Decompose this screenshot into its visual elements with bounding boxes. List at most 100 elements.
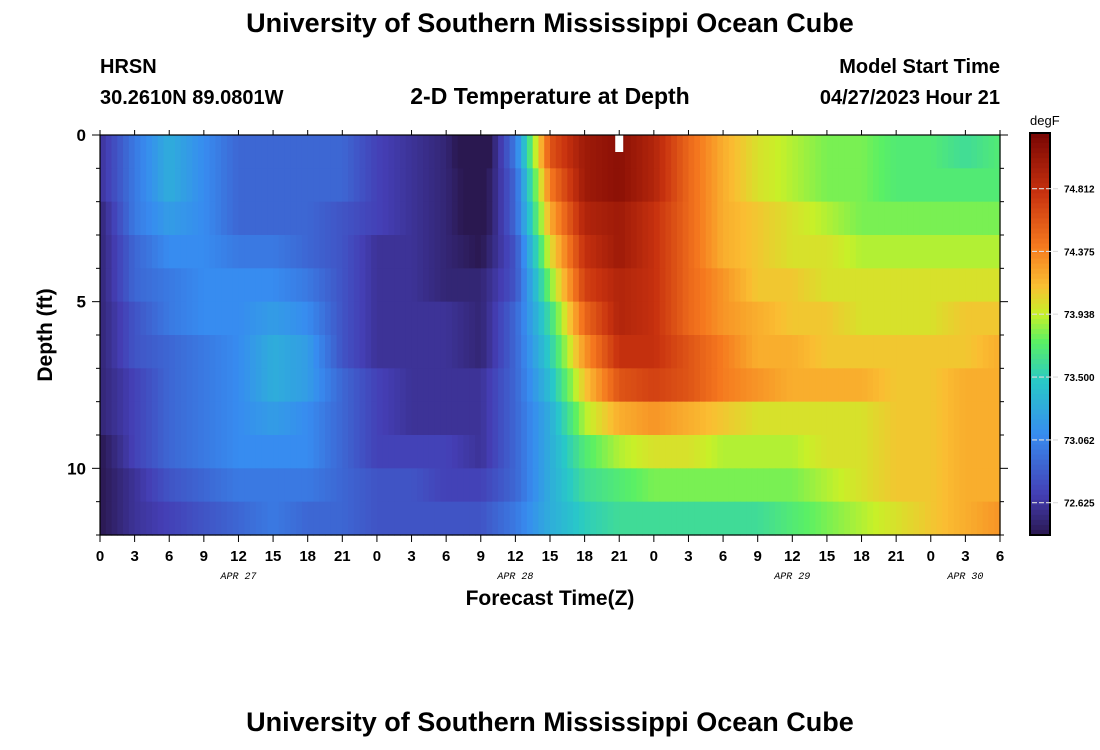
heatmap-cell [186,501,193,536]
heatmap-cell [913,368,920,403]
heatmap-cell [238,335,245,369]
heatmap-cell [521,435,528,469]
heatmap-cell [359,301,366,336]
heatmap-cell [226,201,234,236]
heatmap-cell [475,501,482,536]
heatmap-cell [255,401,263,436]
heatmap-cell [613,201,620,236]
heatmap-cell [850,401,857,436]
colorbar-segment [1030,183,1050,189]
heatmap-cell [665,435,672,469]
heatmap-cell [584,501,591,536]
colorbar-segment [1030,339,1050,345]
colorbar-segment [1030,359,1050,365]
heatmap-cell [653,201,661,236]
heatmap-cell [723,301,730,336]
heatmap-cell [630,468,638,503]
heatmap-cell [665,401,672,436]
heatmap-cell [342,135,349,169]
heatmap-cell [134,368,141,403]
heatmap-cell [688,301,695,336]
heatmap-cell [100,335,107,369]
heatmap-cell [705,401,713,436]
heatmap-cell [151,301,159,336]
heatmap-cell [636,301,643,336]
heatmap-cell [521,368,528,403]
heatmap-cell [803,368,811,403]
heatmap-cell [226,135,234,169]
heatmap-cell [250,368,257,403]
heatmap-cell [803,135,811,169]
heatmap-cell [728,135,736,169]
heatmap-cell [238,401,245,436]
heatmap-cell [971,335,978,369]
heatmap-cell [855,335,863,369]
heatmap-cell [792,235,799,269]
colorbar-segment [1030,419,1050,426]
heatmap-cell [596,201,603,236]
heatmap-cell [186,201,193,236]
heatmap-cell [169,368,176,403]
heatmap-cell [982,468,990,503]
heatmap-cell [630,135,638,169]
heatmap-cell [578,135,586,169]
heatmap-cell [492,168,499,203]
heatmap-cell [203,168,211,203]
heatmap-cell [636,135,643,169]
heatmap-cell [376,301,384,336]
colorbar-segment [1030,278,1050,285]
heatmap-cell [348,368,355,403]
heatmap-cell [746,401,753,436]
heatmap-cell [348,268,355,303]
heatmap-cell [290,235,297,269]
heatmap-cell [723,168,730,203]
heatmap-cell [832,468,840,503]
heatmap-cell [705,501,713,536]
heatmap-cell [434,401,441,436]
heatmap-cell [913,401,920,436]
heatmap-cell [434,201,441,236]
heatmap-cell [809,235,816,269]
heatmap-cell [313,335,320,369]
heatmap-cell [411,468,418,503]
heatmap-cell [365,168,372,203]
heatmap-cell [959,201,966,236]
heatmap-cell [313,368,320,403]
heatmap-cell [682,401,690,436]
heatmap-cell [988,135,995,169]
colorbar-segment [1030,223,1050,230]
heatmap-cell [700,268,707,303]
heatmap-cell [925,435,932,469]
heatmap-cell [371,135,378,169]
heatmap-cell [250,201,257,236]
heatmap-cell [930,168,938,203]
heatmap-cell [700,301,707,336]
heatmap-cell [567,301,574,336]
heatmap-cell [555,468,563,503]
heatmap-cell [146,201,153,236]
heatmap-cell [717,368,724,403]
heatmap-cell [417,435,424,469]
heatmap-cell [659,301,666,336]
heatmap-cell [146,501,153,536]
heatmap-cell [411,168,418,203]
heatmap-cell [151,368,159,403]
heatmap-cell [619,435,626,469]
heatmap-cell [278,201,286,236]
heatmap-cell [982,168,990,203]
heatmap-cell [301,135,309,169]
heatmap-cell [948,201,955,236]
colorbar-segment [1030,379,1050,385]
heatmap-cell [567,168,574,203]
heatmap-cell [394,368,401,403]
heatmap-cell [988,401,995,436]
heatmap-cell [307,501,315,536]
heatmap-cell [550,168,557,203]
heatmap-cell [226,335,234,369]
heatmap-cell [757,401,765,436]
heatmap-cell [457,401,465,436]
heatmap-cell [480,268,488,303]
heatmap-cell [976,435,984,469]
heatmap-cell [901,301,909,336]
heatmap-cell [469,301,476,336]
